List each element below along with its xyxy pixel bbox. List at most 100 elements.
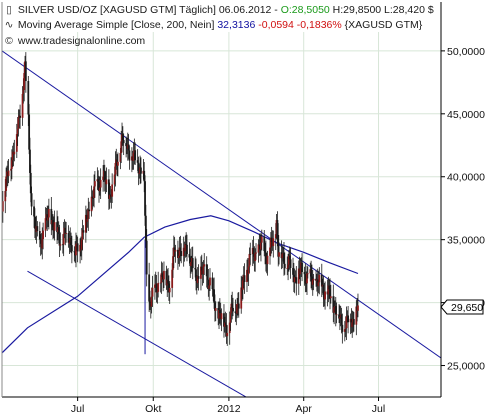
candle: [226, 325, 229, 346]
candle: [44, 207, 47, 238]
candle-body: [318, 274, 321, 283]
candle-body: [209, 277, 211, 286]
candle-body: [213, 289, 216, 303]
candle: [47, 198, 50, 230]
candle-body: [151, 287, 154, 297]
candle-body: [260, 236, 263, 243]
candle-body: [293, 276, 296, 283]
candle-body: [132, 152, 135, 161]
candle: [254, 248, 257, 272]
candle-body: [167, 283, 170, 293]
candle: [90, 185, 93, 217]
candle: [75, 232, 77, 268]
candle: [202, 260, 205, 284]
candle: [218, 301, 220, 330]
candle: [329, 278, 331, 310]
candle-body: [214, 308, 217, 311]
candle: [160, 261, 163, 294]
candle: [255, 243, 257, 260]
candle-body: [333, 307, 336, 313]
candle: [140, 157, 142, 184]
candle-body: [249, 253, 252, 255]
candle-body: [205, 264, 208, 277]
candle-body: [304, 274, 307, 284]
candle: [148, 262, 151, 313]
candle-body: [264, 252, 267, 264]
candle-body: [119, 152, 122, 162]
candle-body: [98, 187, 101, 192]
candle: [246, 259, 248, 292]
candle-body: [82, 230, 85, 233]
candle: [82, 225, 85, 240]
candle-body: [117, 161, 119, 166]
candle: [154, 274, 156, 300]
candle-body: [47, 208, 50, 218]
candle-body: [177, 249, 179, 258]
ma-header-prefix: Moving Average Simple [Close, 200, Nein]: [17, 19, 218, 31]
candle-body: [283, 263, 286, 269]
candle: [137, 156, 140, 186]
candle: [19, 104, 21, 129]
candle-body: [86, 219, 89, 222]
candle-body: [98, 181, 100, 192]
candle-body: [19, 115, 21, 118]
candle: [220, 308, 223, 332]
candle: [145, 229, 148, 287]
candle-body: [229, 313, 232, 323]
candle-body: [297, 268, 300, 284]
candle-body: [351, 322, 354, 328]
candle-body: [276, 220, 279, 236]
candlesticks: [2, 52, 359, 346]
last-price-label: 29,650: [451, 302, 483, 314]
candle-body: [107, 179, 110, 199]
candle-body: [29, 172, 32, 194]
candle-body: [206, 276, 209, 280]
x-tick-label: Okt: [145, 403, 161, 415]
candle-body: [137, 162, 140, 174]
candle: [306, 265, 308, 296]
candle-body: [42, 230, 45, 240]
candle: [209, 268, 211, 291]
candle-body: [85, 214, 88, 222]
candle-body: [218, 309, 220, 319]
candle-body: [91, 196, 94, 198]
candle: [248, 247, 251, 273]
candle-body: [327, 285, 330, 295]
candle-body: [127, 144, 130, 151]
candle: [200, 256, 202, 291]
candle-body: [243, 275, 246, 282]
candle-body: [15, 134, 18, 152]
candle-body: [108, 194, 111, 199]
candle-body: [155, 283, 158, 293]
candle-body: [171, 269, 174, 288]
candle: [58, 224, 61, 257]
candle-body: [58, 233, 61, 246]
candle-body: [30, 193, 33, 207]
candle-body: [149, 301, 151, 304]
candle: [191, 246, 194, 280]
candle-body: [144, 215, 147, 241]
candle-body: [252, 247, 255, 257]
candle: [177, 240, 179, 270]
candle-body: [228, 322, 231, 333]
candle: [103, 164, 106, 192]
candle: [180, 243, 183, 264]
candle-body: [335, 314, 338, 316]
candle-body: [161, 273, 164, 277]
candle: [338, 304, 340, 323]
candle-body: [167, 279, 169, 284]
candle-body: [194, 268, 197, 270]
price-header-open: O:28,5050: [280, 4, 330, 16]
candle-body: [241, 280, 244, 290]
candle-body: [208, 285, 211, 289]
candle-body: [136, 160, 139, 163]
candle-body: [111, 184, 114, 197]
candle: [149, 290, 151, 310]
candle: [88, 201, 91, 219]
candle: [76, 236, 79, 263]
candle-body: [10, 160, 13, 169]
ma-header-suffix: {XAGUSD GTM}: [341, 19, 423, 31]
candle-body: [184, 244, 187, 252]
y-tick-label: 25,0000: [447, 361, 485, 373]
